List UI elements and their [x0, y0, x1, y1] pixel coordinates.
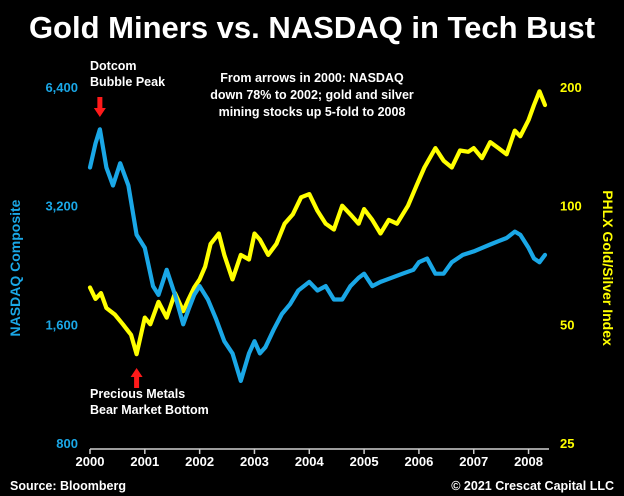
x-tick-label: 2002 [185, 454, 214, 469]
svg-text:NASDAQ Composite: NASDAQ Composite [7, 199, 23, 336]
x-tick-label: 2004 [295, 454, 325, 469]
arrow-down-icon [93, 108, 106, 117]
annotation-note-line-3: mining stocks up 5-fold to 2008 [219, 105, 406, 119]
annotation-peak: Dotcom Bubble Peak [90, 59, 165, 89]
x-tick-label: 2003 [240, 454, 269, 469]
copyright-label: © 2021 Crescat Capital LLC [451, 479, 614, 493]
right-tick-label: 25 [560, 436, 574, 451]
arrow-layer [93, 97, 143, 388]
right-axis-label: PHLX Gold/Silver Index [600, 190, 616, 346]
left-tick-label: 6,400 [45, 80, 78, 95]
annotation-note-line-2: down 78% to 2002; gold and silver [210, 88, 414, 102]
arrow-shaft [97, 97, 103, 109]
right-axis-ticks: 200 100 50 25 [560, 80, 582, 451]
x-axis: 2000 2001 2002 2003 2004 2005 2006 2007 2008 [76, 448, 549, 469]
right-tick-label: 50 [560, 317, 574, 332]
annotation-peak-line-1: Dotcom [90, 59, 137, 73]
arrow-up-icon [130, 368, 143, 377]
annotation-bottom-line-2: Bear Market Bottom [90, 403, 209, 417]
annotation-peak-line-2: Bubble Peak [90, 75, 165, 89]
source-label: Source: Bloomberg [10, 479, 126, 493]
left-tick-label: 1,600 [45, 317, 78, 332]
left-axis-ticks: 6,400 3,200 1,600 800 [45, 80, 78, 451]
nasdaq-series-line [87, 127, 548, 383]
x-tick-label: 2001 [130, 454, 159, 469]
annotation-bottom-line-1: Precious Metals [90, 387, 185, 401]
x-tick-label: 2000 [76, 454, 105, 469]
annotation-bottom: Precious Metals Bear Market Bottom [90, 387, 209, 417]
x-tick-label: 2007 [459, 454, 488, 469]
arrow-shaft [134, 376, 140, 388]
chart-title: Gold Miners vs. NASDAQ in Tech Bust [29, 10, 595, 45]
series-layer [87, 89, 548, 383]
annotation-note: From arrows in 2000: NASDAQ down 78% to … [210, 71, 414, 119]
left-tick-label: 3,200 [45, 199, 78, 214]
x-tick-label: 2006 [404, 454, 433, 469]
svg-text:PHLX Gold/Silver Index: PHLX Gold/Silver Index [600, 190, 616, 346]
x-tick-label: 2008 [514, 454, 543, 469]
right-tick-label: 100 [560, 199, 582, 214]
annotation-note-line-1: From arrows in 2000: NASDAQ [220, 71, 404, 85]
gold-silver-series-line [87, 89, 548, 357]
right-tick-label: 200 [560, 80, 582, 95]
left-axis-label: NASDAQ Composite [7, 199, 23, 336]
left-tick-label: 800 [56, 436, 78, 451]
x-tick-label: 2005 [350, 454, 379, 469]
